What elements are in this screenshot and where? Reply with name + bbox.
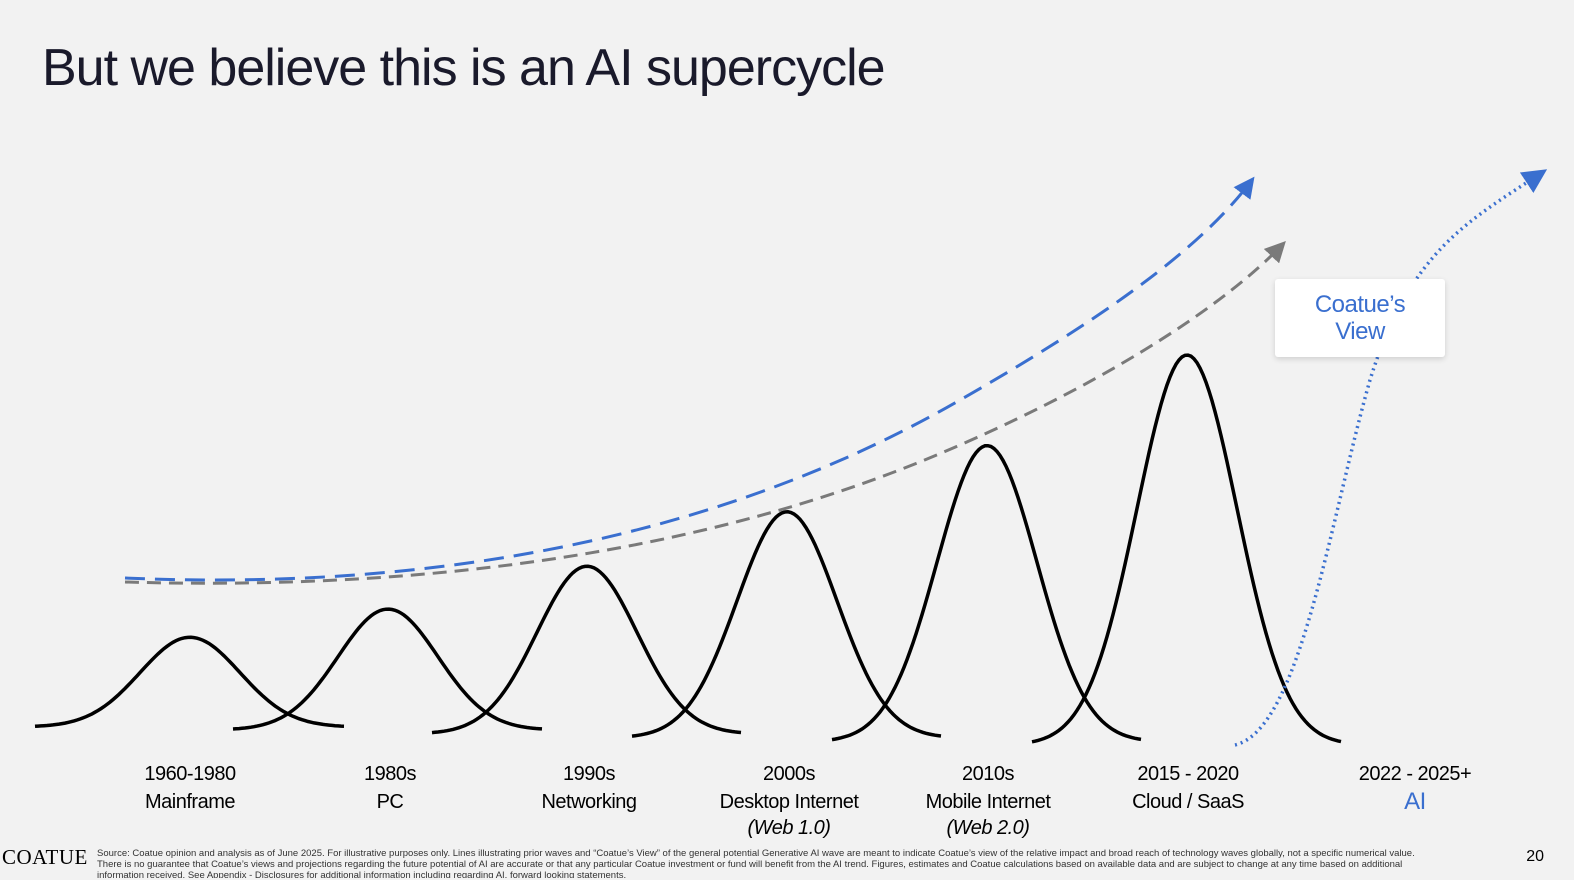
wave-mainframe	[34, 635, 345, 729]
page-number: 20	[1526, 848, 1544, 865]
era-label-desktop-internet: 2000s Desktop Internet (Web 1.0)	[689, 760, 889, 840]
coatue-logo: COATUE	[2, 845, 88, 869]
wave-pc	[232, 607, 543, 731]
era-period: 1980s	[364, 763, 417, 785]
coatue-view-callout: Coatue’s View	[1275, 279, 1445, 357]
era-name: Networking	[541, 791, 637, 813]
era-name-ai: AI	[1404, 788, 1426, 815]
era-period: 1960-1980	[144, 763, 236, 785]
era-label-cloud-saas: 2015 - 2020 Cloud / SaaS	[1088, 760, 1288, 816]
era-period: 2022 - 2025+	[1358, 763, 1472, 785]
wave-mobile-internet	[831, 443, 1142, 742]
era-name: Mobile Internet	[925, 791, 1051, 813]
era-name: Mainframe	[145, 791, 235, 813]
era-label-networking: 1990s Networking	[489, 760, 689, 816]
era-label-ai: 2022 - 2025+ AI	[1315, 760, 1515, 816]
wave-networking	[431, 564, 742, 735]
era-label-mainframe: 1960-1980 Mainframe	[90, 760, 290, 816]
era-period: 2000s	[763, 763, 816, 785]
era-label-mobile-internet: 2010s Mobile Internet (Web 2.0)	[888, 760, 1088, 840]
prior-waves-trend-line	[124, 240, 1286, 585]
ai-trend-line	[124, 176, 1255, 582]
callout-line-1: Coatue’s	[1314, 291, 1406, 318]
wave-cloud-saas	[1031, 353, 1342, 744]
callout-line-2: View	[1335, 318, 1385, 345]
coatue-view-ai-curve	[1234, 169, 1548, 747]
page-title: But we believe this is an AI supercycle	[42, 39, 886, 97]
wave-desktop-internet	[631, 510, 942, 738]
era-period: 2010s	[962, 763, 1015, 785]
era-sub: (Web 2.0)	[946, 817, 1030, 839]
era-period: 1990s	[563, 763, 616, 785]
source-footnote: Source: Coatue opinion and analysis as o…	[97, 848, 1415, 878]
era-name: Desktop Internet	[719, 791, 859, 813]
era-name: PC	[376, 791, 404, 813]
era-sub: (Web 1.0)	[747, 817, 831, 839]
era-name: Cloud / SaaS	[1132, 791, 1244, 813]
era-period: 2015 - 2020	[1137, 763, 1239, 785]
era-label-pc: 1980s PC	[290, 760, 490, 816]
